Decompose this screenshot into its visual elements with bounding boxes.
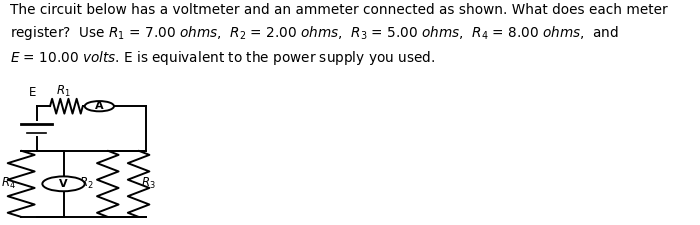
Text: E: E [29, 86, 36, 99]
Circle shape [43, 176, 85, 191]
Text: $R_2$: $R_2$ [79, 176, 94, 191]
Text: $R_1$: $R_1$ [56, 84, 71, 99]
Circle shape [85, 101, 114, 111]
Text: A: A [95, 101, 104, 111]
Text: $R_3$: $R_3$ [141, 176, 155, 191]
Text: $R_4$: $R_4$ [1, 176, 16, 191]
Text: V: V [60, 179, 68, 189]
Text: The circuit below has a voltmeter and an ammeter connected as shown. What does e: The circuit below has a voltmeter and an… [10, 3, 668, 67]
